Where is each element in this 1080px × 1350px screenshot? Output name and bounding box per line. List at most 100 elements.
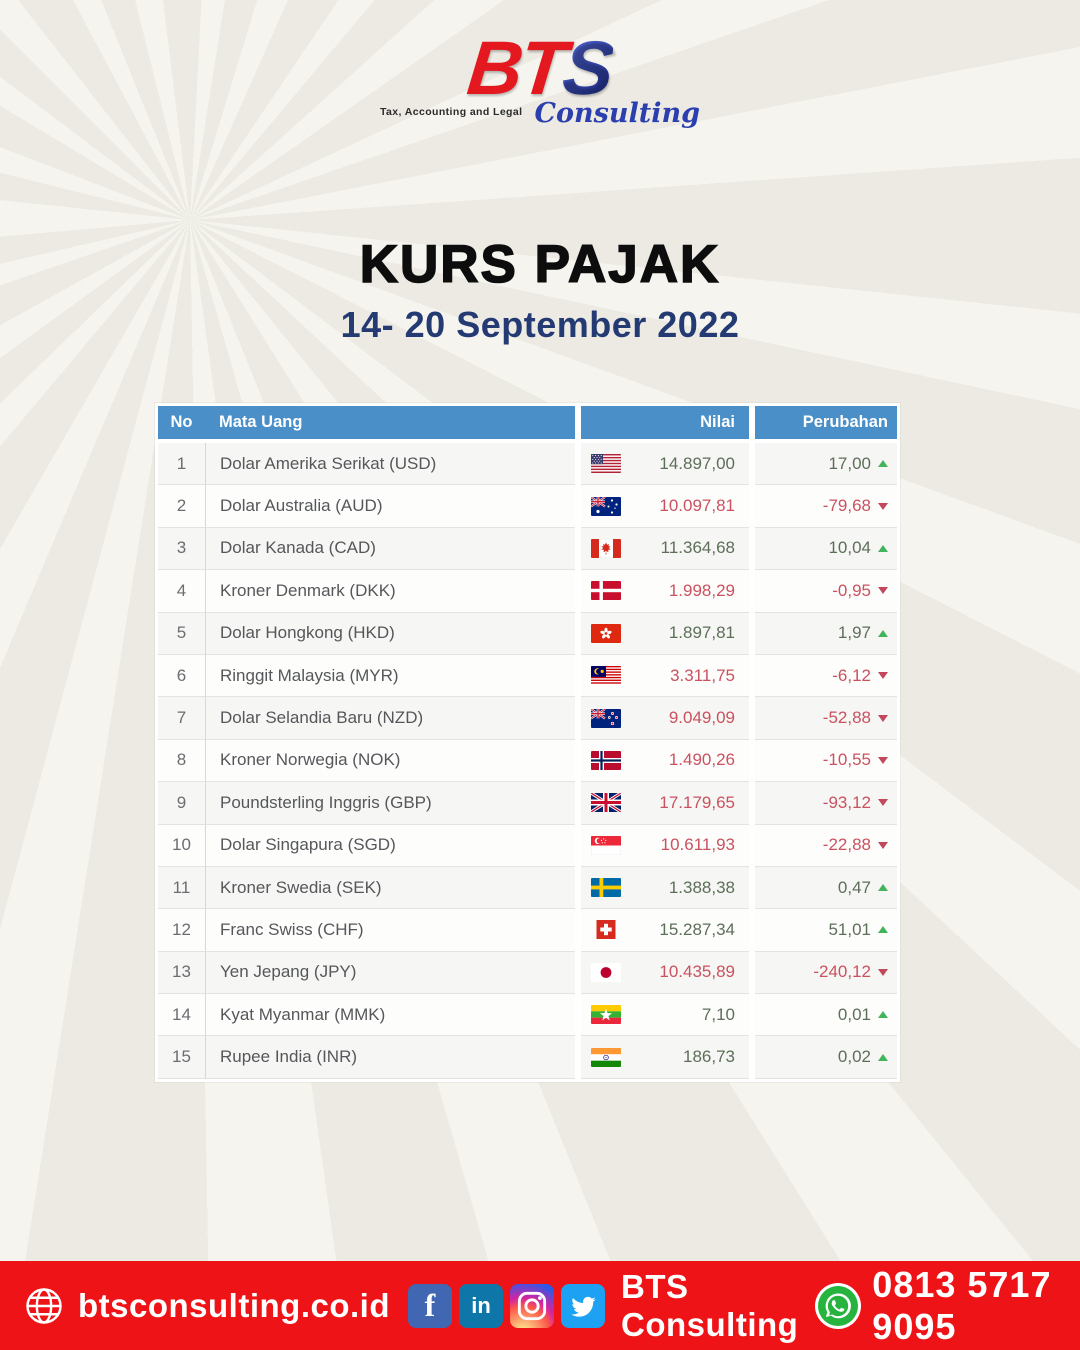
whatsapp-icon[interactable] xyxy=(814,1282,862,1330)
facebook-icon[interactable]: f xyxy=(408,1283,452,1328)
table-row: 9 Poundsterling Inggris (GBP) 17.179,65 … xyxy=(158,782,897,825)
flag-sg-icon xyxy=(591,835,621,855)
change-arrow-icon xyxy=(878,884,888,892)
currency-name: Kroner Denmark (DKK) xyxy=(205,570,575,613)
flag-jp-icon xyxy=(591,962,621,982)
nilai-value: 186,73 xyxy=(683,1047,735,1067)
perubahan-value: -93,12 xyxy=(822,792,871,812)
nilai-cell: 1.388,38 xyxy=(581,866,749,910)
logo-bt-text: BT xyxy=(464,26,569,111)
header-perubahan: Perubahan xyxy=(755,406,897,439)
perubahan-cell: -10,55 xyxy=(755,739,897,783)
currency-name: Poundsterling Inggris (GBP) xyxy=(205,782,575,825)
currency-name: Dolar Amerika Serikat (USD) xyxy=(205,443,575,486)
table-row: 3 Dolar Kanada (CAD) 11.364,68 10,04 xyxy=(158,527,897,571)
currency-name: Dolar Singapura (SGD) xyxy=(205,824,575,867)
instagram-icon[interactable] xyxy=(510,1283,554,1328)
flag-nz-icon xyxy=(591,708,621,728)
perubahan-value: -79,68 xyxy=(822,496,871,516)
nilai-cell: 1.490,26 xyxy=(581,739,749,783)
change-arrow-icon xyxy=(878,714,888,722)
nilai-value: 7,10 xyxy=(701,1004,735,1024)
twitter-icon[interactable] xyxy=(561,1283,605,1328)
row-number: 4 xyxy=(158,570,205,613)
row-number: 2 xyxy=(158,485,205,528)
flag-my-icon xyxy=(591,666,621,686)
phone-number[interactable]: 0813 5717 9095 xyxy=(872,1263,1052,1347)
logo-tagline: Tax, Accounting and Legal xyxy=(380,106,523,118)
nilai-cell: 17.179,65 xyxy=(581,782,749,825)
nilai-value: 14.897,00 xyxy=(659,453,735,473)
table-body: 1 Dolar Amerika Serikat (USD) 14.897,00 … xyxy=(158,443,897,1079)
website-link[interactable]: btsconsulting.co.id xyxy=(78,1286,390,1324)
table-row: 11 Kroner Swedia (SEK) 1.388,38 0,47 xyxy=(158,866,897,910)
perubahan-cell: -240,12 xyxy=(755,951,897,995)
perubahan-cell: 1,97 xyxy=(755,612,897,655)
change-arrow-icon xyxy=(878,544,888,552)
nilai-value: 3.311,75 xyxy=(670,665,735,685)
perubahan-cell: -93,12 xyxy=(755,782,897,825)
kurs-pajak-table: No Mata Uang Nilai Perubahan 1 Dolar Ame… xyxy=(155,403,900,1082)
currency-name: Dolar Selandia Baru (NZD) xyxy=(205,697,575,740)
currency-name: Yen Jepang (JPY) xyxy=(205,951,575,995)
nilai-value: 9.049,09 xyxy=(668,708,735,728)
flag-se-icon xyxy=(591,878,621,898)
currency-name: Dolar Australia (AUD) xyxy=(205,485,575,528)
table-row: 5 Dolar Hongkong (HKD) 1.897,81 1,97 xyxy=(158,612,897,655)
change-arrow-icon xyxy=(878,756,888,764)
flag-au-icon xyxy=(591,496,621,516)
social-icons: f in xyxy=(408,1283,605,1328)
table-row: 13 Yen Jepang (JPY) 10.435,89 -240,12 xyxy=(158,951,897,995)
flag-gb-icon xyxy=(591,793,621,813)
flag-no-icon xyxy=(591,750,621,770)
nilai-cell: 7,10 xyxy=(581,994,749,1037)
perubahan-value: -10,55 xyxy=(822,750,871,770)
perubahan-cell: -6,12 xyxy=(755,654,897,698)
flag-in-icon xyxy=(591,1047,621,1067)
currency-name: Kroner Norwegia (NOK) xyxy=(205,739,575,783)
logo-consulting-text: Consulting xyxy=(534,98,700,129)
nilai-value: 1.897,81 xyxy=(668,623,735,643)
perubahan-cell: 17,00 xyxy=(755,443,897,486)
currency-name: Dolar Hongkong (HKD) xyxy=(205,612,575,655)
row-number: 15 xyxy=(158,1036,205,1079)
change-arrow-icon xyxy=(878,502,888,510)
table-row: 6 Ringgit Malaysia (MYR) 3.311,75 -6,12 xyxy=(158,654,897,698)
header-nilai: Nilai xyxy=(581,406,749,439)
change-arrow-icon xyxy=(878,629,888,637)
row-number: 8 xyxy=(158,739,205,783)
perubahan-cell: 10,04 xyxy=(755,527,897,571)
nilai-value: 15.287,34 xyxy=(659,919,735,939)
nilai-cell: 11.364,68 xyxy=(581,527,749,571)
perubahan-value: 0,01 xyxy=(837,1004,871,1024)
linkedin-icon[interactable]: in xyxy=(459,1283,503,1328)
perubahan-cell: 51,01 xyxy=(755,909,897,952)
date-range-subtitle: 14- 20 September 2022 xyxy=(340,304,740,345)
nilai-cell: 10.435,89 xyxy=(581,951,749,995)
nilai-cell: 1.897,81 xyxy=(581,612,749,655)
perubahan-value: -0,95 xyxy=(832,580,871,600)
perubahan-value: 10,04 xyxy=(828,538,871,558)
table-row: 8 Kroner Norwegia (NOK) 1.490,26 -10,55 xyxy=(158,739,897,783)
perubahan-value: -240,12 xyxy=(813,962,871,982)
flag-ch-icon xyxy=(591,920,621,940)
perubahan-value: -22,88 xyxy=(822,835,871,855)
nilai-cell: 1.998,29 xyxy=(581,570,749,613)
row-number: 10 xyxy=(158,824,205,867)
nilai-value: 10.611,93 xyxy=(660,835,735,855)
row-number: 6 xyxy=(158,654,205,698)
row-number: 9 xyxy=(158,782,205,825)
table-header-row: No Mata Uang Nilai Perubahan xyxy=(158,406,897,439)
currency-name: Kroner Swedia (SEK) xyxy=(205,866,575,910)
change-arrow-icon xyxy=(878,1053,888,1061)
row-number: 11 xyxy=(158,866,205,910)
table-row: 14 Kyat Myanmar (MMK) 7,10 0,01 xyxy=(158,994,897,1037)
change-arrow-icon xyxy=(878,926,888,934)
nilai-cell: 10.611,93 xyxy=(581,824,749,867)
change-arrow-icon xyxy=(878,672,888,680)
perubahan-cell: 0,01 xyxy=(755,994,897,1037)
bts-logo: BTS Tax, Accounting and Legal Consulting xyxy=(0,26,1080,129)
table-row: 7 Dolar Selandia Baru (NZD) 9.049,09 -52… xyxy=(158,697,897,740)
currency-name: Franc Swiss (CHF) xyxy=(205,909,575,952)
perubahan-cell: -79,68 xyxy=(755,485,897,528)
